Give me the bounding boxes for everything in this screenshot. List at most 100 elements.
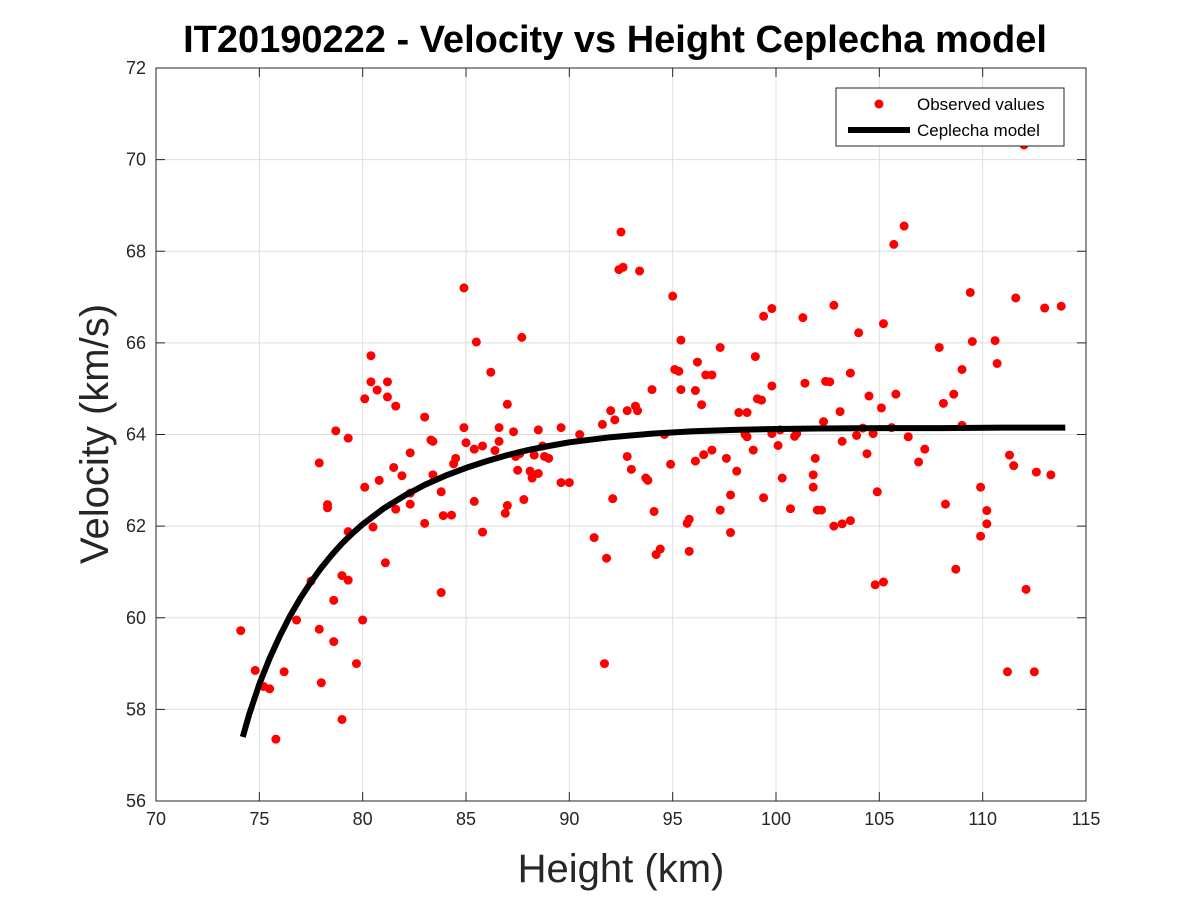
data-point [707,445,717,455]
data-point [690,386,700,396]
data-point [525,466,535,476]
data-point [870,580,880,590]
data-point [1005,450,1015,460]
data-point [808,470,818,480]
data-point [819,417,829,427]
data-point [1002,667,1012,677]
data-point [622,406,632,416]
data-point [715,342,725,352]
data-point [372,385,382,395]
data-point [1046,470,1056,480]
data-point [316,678,326,688]
x-tick-label: 70 [146,809,166,829]
data-point [343,433,353,443]
data-point [405,448,415,458]
data-point [380,558,390,568]
data-point [829,521,839,531]
data-point [509,427,519,437]
legend-marker-observed [874,99,884,109]
data-point [323,503,333,513]
data-point [436,588,446,598]
data-point [599,659,609,669]
data-point [366,351,376,361]
data-point [478,527,488,537]
data-point [810,453,820,463]
data-point [329,595,339,605]
data-point [965,287,975,297]
data-point [1011,293,1021,303]
y-axis-ticks: 56 58 60 62 64 66 68 70 72 [126,58,1086,811]
data-point [478,441,488,451]
x-axis-ticks: 70 75 80 85 90 95 100 105 110 115 [146,68,1100,829]
data-point [366,377,376,387]
legend-label-observed: Observed values [917,95,1045,114]
data-point [949,389,959,399]
data-point [438,511,448,521]
data-point [382,377,392,387]
data-point [920,444,930,454]
data-point [500,508,510,518]
x-axis-label: Height (km) [518,847,725,891]
data-point [589,533,599,543]
data-point [358,615,368,625]
data-point [527,473,537,483]
data-point [759,311,769,321]
data-point [666,459,676,469]
data-point [271,734,281,744]
data-point [773,440,783,450]
chart-title: IT20190222 - Velocity vs Height Ceplecha… [183,19,1047,61]
data-point [690,456,700,466]
data-point [494,436,504,446]
data-point [486,367,496,377]
data-point [825,377,835,387]
data-point [878,319,888,329]
data-point [382,392,392,402]
data-point [502,399,512,409]
data-point [374,475,384,485]
data-point [451,453,461,463]
data-point [608,494,618,504]
x-tick-label: 80 [353,809,373,829]
data-point [626,464,636,474]
data-point [957,364,967,374]
data-point [852,430,862,440]
data-point [697,400,707,410]
data-point [635,266,645,276]
data-point [517,332,527,342]
legend-box [835,87,1065,147]
data-point [845,368,855,378]
data-point [459,423,469,433]
data-point [868,429,878,439]
legend-label-model: Ceplecha model [917,121,1040,140]
data-point [533,468,543,478]
data-point [674,366,684,376]
data-point [767,381,777,391]
data-point [800,378,810,388]
data-point [914,457,924,467]
data-point [684,546,694,556]
y-tick-label: 72 [126,58,146,78]
data-point [405,499,415,509]
data-point [951,564,961,574]
data-point [236,626,246,636]
data-point [967,337,977,347]
data-point [337,714,347,724]
data-point [934,342,944,352]
data-point [314,458,324,468]
data-point [1029,667,1039,677]
y-tick-label: 62 [126,516,146,536]
data-point [519,495,529,505]
data-point [757,395,767,405]
data-point [862,449,872,459]
y-tick-label: 68 [126,241,146,261]
data-point [816,505,826,515]
data-point [391,504,401,514]
data-point [397,471,407,481]
data-point [351,659,361,669]
data-point [575,430,585,439]
data-point [391,401,401,411]
data-point [461,438,471,448]
data-point [707,370,717,380]
data-point [742,408,752,418]
data-point [265,684,275,694]
